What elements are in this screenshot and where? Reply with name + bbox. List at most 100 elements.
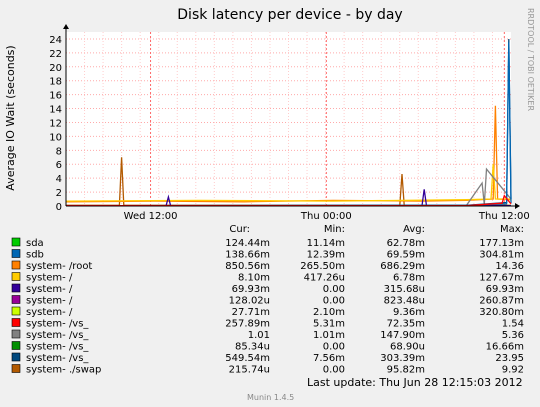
- x-axis-arrow: [515, 203, 520, 209]
- legend-swatch: [11, 249, 21, 258]
- legend-value-cur: 69.93m: [232, 284, 270, 295]
- legend-value-avg: 315.68u: [384, 284, 425, 295]
- legend-label: system- /: [26, 284, 73, 295]
- x-tick-label: Thu 12:00: [478, 211, 530, 222]
- legend-value-max: 14.36: [495, 261, 524, 272]
- legend-value-cur: 1.01: [248, 330, 270, 341]
- y-tick-label: 6: [56, 160, 62, 171]
- legend-value-min: 5.31m: [313, 319, 345, 330]
- legend-value-max: 16.66m: [486, 342, 524, 353]
- legend-value-min: 2.10m: [313, 307, 345, 318]
- legend-label: system- ./swap: [26, 365, 101, 376]
- legend-swatch: [11, 237, 21, 247]
- y-tick-label: 24: [49, 35, 62, 46]
- legend-value-avg: 62.78m: [387, 238, 425, 249]
- legend-value-max: 127.67m: [479, 273, 524, 284]
- legend-value-max: 69.93m: [486, 284, 524, 295]
- legend-value-max: 1.54: [502, 319, 524, 330]
- grid: [66, 32, 511, 206]
- legend-swatch: [11, 306, 21, 316]
- legend-swatch: [11, 364, 21, 373]
- chart-title: Disk latency per device - by day: [177, 7, 402, 23]
- legend-value-min: 11.14m: [307, 238, 345, 249]
- legend-label: system- /: [26, 273, 73, 284]
- watermark: RRDTOOL / TOBI OETIKER: [526, 8, 535, 111]
- legend-value-cur: 215.74u: [229, 365, 270, 376]
- legend-value-max: 5.36: [502, 330, 524, 341]
- legend-value-avg: 147.90m: [380, 330, 425, 341]
- y-tick-label: 18: [49, 77, 62, 88]
- legend-label: system- /root: [26, 261, 92, 272]
- y-tick-label: 4: [56, 174, 62, 185]
- legend-value-cur: 85.34u: [235, 342, 270, 353]
- y-tick-label: 10: [49, 132, 62, 143]
- legend-value-max: 304.81m: [479, 250, 524, 261]
- x-tick-label: Wed 12:00: [124, 211, 178, 222]
- legend-value-min: 0.00: [323, 365, 345, 376]
- legend-label: system- /vs_: [26, 330, 89, 341]
- legend-swatch: [11, 260, 21, 270]
- y-tick-label: 22: [49, 49, 62, 60]
- legend-value-avg: 95.82m: [387, 365, 425, 376]
- munin-version: Munin 1.4.5: [247, 393, 294, 402]
- y-axis-arrow: [63, 24, 69, 29]
- legend-label: system- /: [26, 296, 73, 307]
- legend-value-avg: 72.35m: [387, 319, 425, 330]
- legend-header: Max:: [500, 224, 524, 235]
- legend-value-cur: 128.02u: [229, 296, 270, 307]
- y-tick-label: 12: [49, 118, 62, 129]
- legend-value-avg: 9.36m: [393, 307, 425, 318]
- axes: [63, 24, 520, 209]
- legend-label: sda: [26, 238, 44, 249]
- legend-value-avg: 68.90u: [390, 342, 425, 353]
- legend-value-avg: 6.78m: [393, 273, 425, 284]
- y-tick-label: 2: [56, 188, 62, 199]
- legend-value-min: 1.01m: [313, 330, 345, 341]
- legend-swatch: [11, 352, 21, 362]
- legend-swatch: [11, 295, 21, 304]
- legend-value-cur: 549.54m: [225, 353, 270, 364]
- legend-label: system- /vs_: [26, 319, 89, 330]
- x-tick-labels: Wed 12:00 Thu 00:00 Thu 12:00: [124, 211, 530, 222]
- legend-value-cur: 138.66m: [225, 250, 270, 261]
- legend-value-max: 260.87m: [479, 296, 524, 307]
- legend-swatch: [11, 283, 21, 293]
- legend-value-max: 320.80m: [479, 307, 524, 318]
- legend-value-min: 12.39m: [307, 250, 345, 261]
- legend-label: system- /: [26, 307, 73, 318]
- legend-swatch: [11, 272, 21, 281]
- legend-header: Min:: [324, 224, 345, 235]
- legend-value-max: 23.95: [495, 353, 524, 364]
- series-line-1: [65, 105, 512, 203]
- legend-value-min: 417.26u: [304, 273, 345, 284]
- legend-value-cur: 850.56m: [225, 261, 270, 272]
- legend-value-cur: 257.89m: [225, 319, 270, 330]
- legend-value-avg: 303.39m: [380, 353, 425, 364]
- legend-value-min: 265.50m: [300, 261, 345, 272]
- x-tick-label: Thu 00:00: [300, 211, 352, 222]
- legend-value-min: 7.56m: [313, 353, 345, 364]
- legend-value-max: 177.13m: [479, 238, 524, 249]
- legend-swatch: [11, 318, 21, 327]
- legend-value-min: 0.00: [323, 342, 345, 353]
- legend-value-cur: 124.44m: [225, 238, 270, 249]
- legend-value-avg: 823.48u: [384, 296, 425, 307]
- y-axis-label: Average IO Wait (seconds): [4, 45, 17, 190]
- legend-label: sdb: [26, 250, 44, 261]
- legend-value-cur: 27.71m: [232, 307, 270, 318]
- legend-label: system- /vs_: [26, 353, 89, 364]
- series-line-2: [65, 164, 511, 202]
- legend-value-max: 9.92: [502, 365, 524, 376]
- legend-header: Avg:: [403, 224, 425, 235]
- legend-label: system- /vs_: [26, 342, 89, 353]
- last-update: Last update: Thu Jun 28 12:15:03 2012: [307, 376, 523, 389]
- y-tick-label: 14: [49, 105, 62, 116]
- y-tick-label: 0: [56, 202, 62, 213]
- y-tick-label: 8: [56, 146, 62, 157]
- legend-value-avg: 69.59m: [387, 250, 425, 261]
- legend-value-avg: 686.29m: [380, 261, 425, 272]
- y-tick-label: 16: [49, 91, 62, 102]
- legend-value-cur: 8.10m: [238, 273, 270, 284]
